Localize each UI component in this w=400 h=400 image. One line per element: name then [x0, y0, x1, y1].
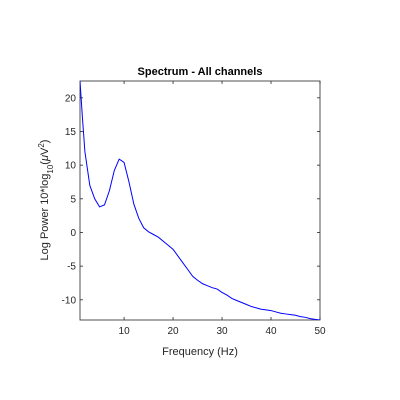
series-line-all-channels [80, 81, 320, 320]
y-tick-label: 0 [70, 228, 76, 239]
y-tick-label: -5 [67, 262, 76, 273]
x-tick-label: 10 [119, 326, 131, 337]
x-tick-label: 40 [265, 326, 277, 337]
y-tick-label: 5 [70, 194, 76, 205]
chart-title: Spectrum - All channels [138, 66, 263, 78]
plot-area [79, 80, 321, 321]
x-tick-label: 30 [216, 326, 228, 337]
y-axis: -10 -5 0 5 10 15 20 [62, 93, 320, 306]
y-axis-label: Log Power 10*log10(μV2) [37, 140, 55, 261]
x-tick-label: 50 [314, 326, 326, 337]
y-tick-label: 20 [65, 93, 77, 104]
x-tick-label: 20 [167, 326, 179, 337]
x-axis: 10 20 30 40 50 [119, 81, 326, 337]
y-tick-label: 10 [65, 161, 77, 172]
x-axis-label: Frequency (Hz) [162, 346, 238, 358]
y-tick-label: 15 [65, 127, 77, 138]
y-tick-label: -10 [62, 295, 77, 306]
